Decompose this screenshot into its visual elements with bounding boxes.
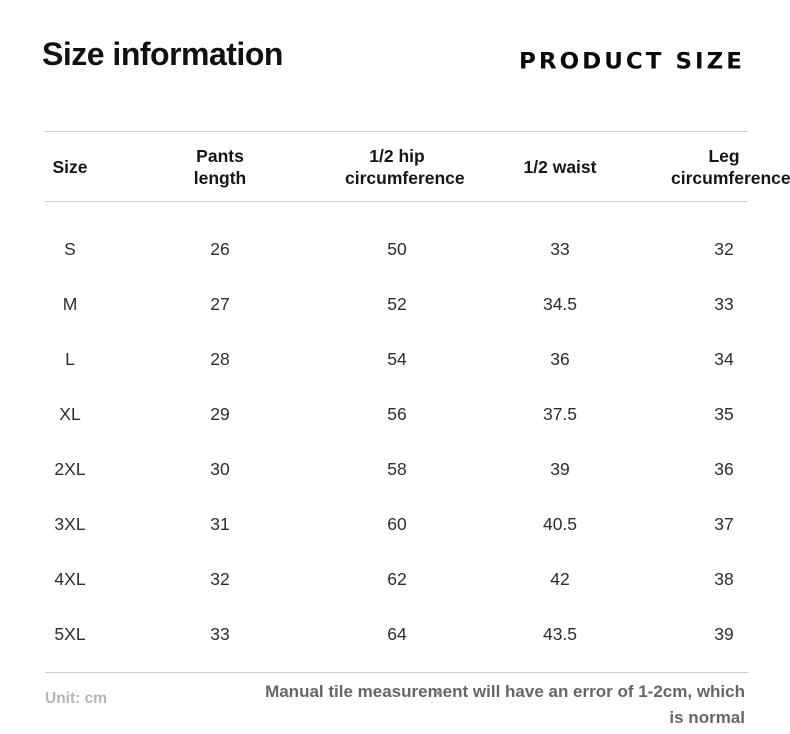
size-label-cell: M	[62, 293, 78, 314]
size-label-cell: 5XL	[54, 623, 86, 644]
leg-circumference-cell: 39	[714, 623, 734, 644]
leg-circumference-cell: 34	[714, 348, 734, 369]
hip-circumference-cell: 60	[387, 513, 407, 534]
column-header-leg-circumference: Leg circumference	[671, 145, 790, 188]
size-label-cell: XL	[59, 403, 81, 424]
measurement-note-line2: is normal	[669, 708, 745, 727]
page-title: Size information	[42, 36, 283, 72]
column-header-size: Size	[52, 156, 88, 177]
table-body: S 26 50 33 32 M 27 52 34.5 33 L 28 54 36…	[45, 202, 748, 673]
waist-cell: 40.5	[542, 513, 578, 534]
table-row: 3XL 31 60 40.5 37	[45, 496, 748, 551]
waist-cell: 37.5	[542, 403, 578, 424]
table-row: 2XL 30 58 39 36	[45, 441, 748, 496]
pants-length-cell: 32	[210, 568, 230, 589]
table-row: 4XL 32 62 42 38	[45, 551, 748, 606]
pants-length-cell: 31	[210, 513, 230, 534]
hip-circumference-cell: 54	[387, 348, 407, 369]
leg-circumference-cell: 37	[714, 513, 734, 534]
pants-length-cell: 30	[210, 458, 230, 479]
leg-circumference-cell: 32	[714, 238, 734, 259]
leg-circumference-cell: 38	[714, 568, 734, 589]
page-footer: Unit: cm Manual tile measurement will ha…	[0, 673, 790, 731]
hip-circumference-cell: 50	[387, 238, 407, 259]
measurement-note: Manual tile measurement will have an err…	[265, 679, 745, 731]
waist-cell: 33	[550, 238, 570, 259]
size-table: Size Pants length 1/2 hip circumference …	[45, 131, 790, 673]
hip-circumference-cell: 58	[387, 458, 407, 479]
size-label-cell: 2XL	[54, 458, 86, 479]
column-header-pants-length: Pants length	[193, 145, 247, 188]
size-label-cell: L	[65, 348, 75, 369]
pants-length-cell: 29	[210, 403, 230, 424]
column-header-waist: 1/2 waist	[523, 156, 597, 177]
waist-cell: 43.5	[542, 623, 578, 644]
table-row: S 26 50 33 32	[45, 221, 748, 276]
leg-circumference-cell: 35	[714, 403, 734, 424]
table-header-row: Size Pants length 1/2 hip circumference …	[45, 131, 790, 202]
pants-length-cell: 26	[210, 238, 230, 259]
size-label-cell: S	[64, 238, 76, 259]
table-row: M 27 52 34.5 33	[45, 276, 748, 331]
leg-circumference-cell: 33	[714, 293, 734, 314]
column-header-hip-circumference: 1/2 hip circumference	[345, 145, 465, 188]
waist-cell: 39	[550, 458, 570, 479]
waist-cell: 36	[550, 348, 570, 369]
pants-length-cell: 27	[210, 293, 230, 314]
waist-cell: 42	[550, 568, 570, 589]
size-label-cell: 3XL	[54, 513, 86, 534]
unit-label: Unit: cm	[45, 690, 107, 707]
table-row: L 28 54 36 34	[45, 331, 748, 386]
small-dot	[437, 691, 441, 695]
hip-circumference-cell: 56	[387, 403, 407, 424]
product-size-label: PRODUCT SIZE	[519, 49, 745, 75]
hip-circumference-cell: 62	[387, 568, 407, 589]
hip-circumference-cell: 52	[387, 293, 407, 314]
table-row: XL 29 56 37.5 35	[45, 386, 748, 441]
leg-circumference-cell: 36	[714, 458, 734, 479]
size-label-cell: 4XL	[54, 568, 86, 589]
pants-length-cell: 33	[210, 623, 230, 644]
table-row: 5XL 33 64 43.5 39	[45, 606, 748, 661]
pants-length-cell: 28	[210, 348, 230, 369]
hip-circumference-cell: 64	[387, 623, 407, 644]
measurement-note-line1: Manual tile measurement will have an err…	[265, 682, 745, 701]
waist-cell: 34.5	[542, 293, 578, 314]
page-header: Size information PRODUCT SIZE	[0, 0, 790, 75]
